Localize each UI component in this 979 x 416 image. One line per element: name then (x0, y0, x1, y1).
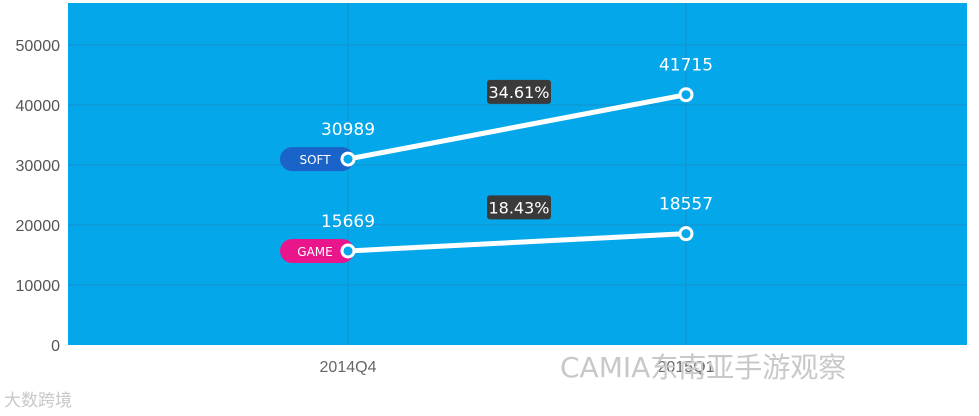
series-game: GAME 15669 18557 18.43% (280, 195, 713, 263)
series-line (345, 92, 689, 162)
series-tag (280, 147, 354, 172)
y-tick-label: 0 (51, 338, 60, 355)
series-line (345, 231, 689, 254)
y-tick-label: 30000 (16, 158, 61, 175)
series-tag-label: SOFT (299, 153, 331, 167)
y-tick-label: 10000 (16, 278, 61, 295)
data-label: 15669 (321, 212, 375, 232)
change-badge-label: 34.61% (488, 83, 549, 102)
data-label: 41715 (659, 56, 713, 76)
change-badge-label: 18.43% (488, 198, 549, 217)
plot-background (68, 3, 967, 345)
data-point (340, 151, 356, 167)
y-tick-label: 50000 (16, 38, 61, 55)
y-tick-label: 40000 (16, 98, 61, 115)
data-label: 30989 (321, 120, 375, 140)
watermark-dashu: 大数跨境 (4, 391, 72, 411)
series-soft: SOFT 30989 41715 34.61% (280, 56, 713, 172)
change-badge (487, 195, 551, 220)
gridlines (68, 3, 967, 345)
y-tick-label: 20000 (16, 218, 61, 235)
data-label: 18557 (659, 195, 713, 215)
series-tag (280, 238, 354, 263)
y-axis: 0 10000 20000 30000 40000 50000 (16, 38, 61, 355)
x-tick-label: 2015Q1 (658, 359, 715, 376)
x-axis: 2014Q4 2015Q1 (320, 359, 715, 376)
data-point (678, 226, 694, 242)
data-point (678, 87, 694, 103)
watermark-camia: CAMIA东南亚手游观察 (560, 351, 847, 384)
series-tag-label: GAME (297, 245, 332, 259)
change-badge (487, 79, 551, 104)
x-tick-label: 2014Q4 (320, 359, 377, 376)
data-point (340, 243, 356, 259)
series-layer: SOFT 30989 41715 34.61% GAME 15669 18557 18.43% (280, 56, 713, 263)
